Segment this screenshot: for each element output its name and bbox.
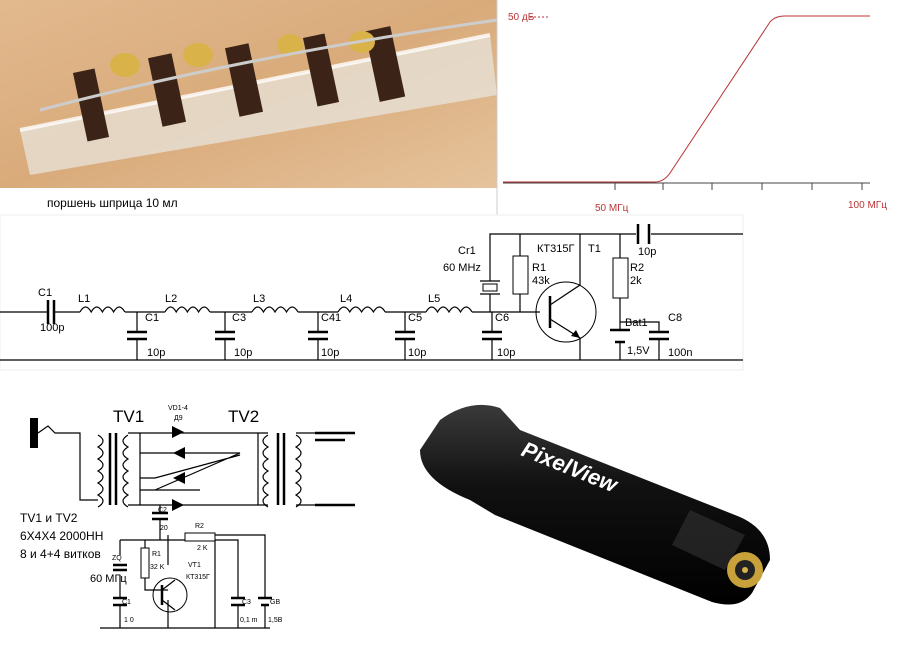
schematic-label: 10p (408, 347, 426, 359)
schematic-label: C5 (408, 312, 422, 324)
plot-y-label: 50 дБ (508, 12, 535, 23)
schematic-label: 10p (638, 246, 656, 258)
schematic-label: L2 (165, 293, 177, 305)
schematic-label: 1,5V (627, 345, 650, 357)
schematic-label: 20 (160, 525, 168, 532)
plot-x-label: 50 МГц (595, 203, 629, 214)
schematic-label: R1 (152, 551, 161, 558)
response-plot: 50 дБ 50 МГц 100 МГц (496, 0, 887, 215)
schematic-label: L4 (340, 293, 352, 305)
schematic-doubler (30, 418, 355, 629)
caption: поршень шприца 10 мл (47, 196, 178, 210)
transformer-label: TV2 (228, 407, 259, 426)
schematic-label: C1 (38, 287, 52, 299)
schematic-label: R2 (195, 523, 204, 530)
schematic-label: 100n (668, 347, 692, 359)
schematic-label: GB (270, 599, 280, 606)
schematic-label: 10p (321, 347, 339, 359)
schematic-label: 60 МГц (90, 573, 127, 585)
transformer-label: TV1 (113, 407, 144, 426)
plot-x-label: 100 МГц (848, 200, 887, 211)
schematic-label: 2k (630, 275, 642, 287)
schematic-label: C6 (495, 312, 509, 324)
schematic-label: 43k (532, 275, 550, 287)
schematic-label: C2 (158, 507, 167, 514)
schematic-label: 10p (234, 347, 252, 359)
schematic-label: 1,5В (268, 617, 283, 624)
note: TV1 и TV2 (20, 511, 78, 525)
schematic-label: 10p (147, 347, 165, 359)
schematic-label: L1 (78, 293, 90, 305)
schematic-label: L5 (428, 293, 440, 305)
schematic-label: R1 (532, 262, 546, 274)
schematic-label: Д9 (174, 415, 183, 422)
schematic-label: ZQ (112, 555, 122, 562)
schematic-label: C3 (242, 599, 251, 606)
schematic-label: L3 (253, 293, 265, 305)
schematic-label: 10p (497, 347, 515, 359)
schematic-label: 100p (40, 322, 64, 334)
usb-stick-photo: PixelView (420, 404, 770, 605)
schematic-label: C41 (321, 312, 341, 324)
schematic-label: C8 (668, 312, 682, 324)
schematic-label: Cr1 (458, 245, 476, 257)
schematic-label: 2 K (197, 545, 208, 552)
schematic-label: 0,1 m (240, 617, 258, 624)
schematic-label: Bat1 (625, 317, 648, 329)
schematic-label: КТ315Г (537, 243, 574, 255)
note: 6X4X4 2000НН (20, 529, 103, 543)
schematic-label: VT1 (188, 562, 201, 569)
schematic-label: 60 MHz (443, 262, 481, 274)
schematic-label: C1 (122, 599, 131, 606)
schematic-label: T1 (588, 243, 601, 255)
schematic-label: VD1-4 (168, 405, 188, 412)
note: 8 и 4+4 витков (20, 547, 101, 561)
schematic-label: C3 (232, 312, 246, 324)
schematic-label: 1 0 (124, 617, 134, 624)
schematic-label: C1 (145, 312, 159, 324)
coil-photo (0, 0, 498, 188)
schematic-label: 32 K (150, 564, 165, 571)
schematic-label: КТ315Г (186, 574, 210, 581)
schematic-filter (0, 214, 744, 371)
schematic-label: R2 (630, 262, 644, 274)
